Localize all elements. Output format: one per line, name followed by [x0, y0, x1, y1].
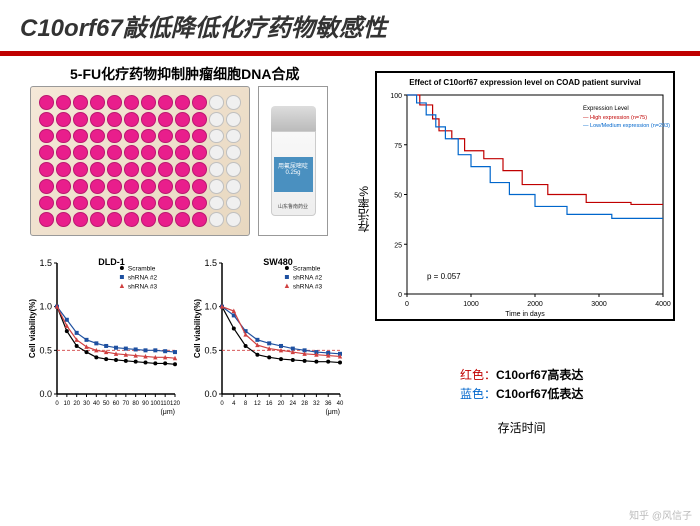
svg-text:Cell viability(%): Cell viability(%) [28, 299, 37, 358]
vial-label: 用氟尿嘧啶0.25g [274, 157, 313, 192]
svg-text:0: 0 [220, 401, 224, 407]
content-area: 5-FU化疗药物抑制肿瘤细胞DNA合成 用氟尿嘧啶0.25g 山东鲁南药业 0.… [0, 56, 700, 526]
svg-text:1.0: 1.0 [204, 302, 217, 312]
svg-text:DLD-1: DLD-1 [98, 257, 125, 267]
svg-text:20: 20 [73, 401, 80, 407]
svg-text:0.5: 0.5 [39, 345, 52, 355]
svg-text:40: 40 [337, 401, 344, 407]
svg-text:— Low/Medium expression (n=293: — Low/Medium expression (n=293) [583, 123, 670, 129]
svg-text:36: 36 [325, 401, 332, 407]
svg-text:40: 40 [93, 401, 100, 407]
svg-text:shRNA #2: shRNA #2 [293, 275, 323, 282]
svg-text:1000: 1000 [463, 301, 479, 308]
well-plate-photo [30, 86, 250, 236]
svg-text:75: 75 [394, 143, 402, 150]
watermark: 知乎 @风信子 [629, 507, 692, 522]
legend-blue-desc: C10orf67低表达 [496, 387, 583, 401]
svg-text:25: 25 [394, 242, 402, 249]
svg-text:0: 0 [55, 401, 59, 407]
chart-sw480: 0.0 0.5 1.0 1.5 0 4 8 12 16 20 24 28 32 36 40 (μm) SW480… [190, 251, 345, 416]
svg-text:24: 24 [289, 401, 296, 407]
svg-text:Scramble: Scramble [293, 266, 321, 273]
svg-text:0.0: 0.0 [39, 389, 52, 399]
svg-text:4: 4 [232, 401, 236, 407]
chart-survival: Effect of C10orf67 expression level on C… [375, 71, 675, 321]
svg-text:— High expression (n=75): — High expression (n=75) [583, 115, 647, 121]
svg-text:(μm): (μm) [325, 409, 340, 416]
survival-ylabel: 存活率% [355, 186, 372, 233]
svg-text:30: 30 [83, 401, 90, 407]
svg-text:0: 0 [405, 301, 409, 308]
vial-manufacturer: 山东鲁南药业 [272, 203, 315, 210]
legend-blue-label: 蓝色： [460, 387, 496, 401]
vial-body: 用氟尿嘧啶0.25g 山东鲁南药业 [271, 131, 316, 216]
gene-name: C10orf67 [20, 15, 123, 42]
svg-text:120: 120 [170, 401, 180, 407]
svg-text:Effect of C10orf67 expression: Effect of C10orf67 expression level on C… [409, 78, 641, 87]
chart-dld1: 0.00.51.01.50102030405060708090100110120… [25, 251, 180, 416]
svg-text:(μm): (μm) [160, 409, 175, 416]
drug-vial-photo: 用氟尿嘧啶0.25g 山东鲁南药业 [258, 86, 328, 236]
svg-text:28: 28 [301, 401, 308, 407]
svg-text:p = 0.057: p = 0.057 [427, 272, 461, 281]
legend-red-label: 红色： [460, 368, 496, 382]
svg-text:80: 80 [132, 401, 139, 407]
svg-text:20: 20 [278, 401, 285, 407]
svg-text:50: 50 [103, 401, 110, 407]
svg-text:12: 12 [254, 401, 261, 407]
legend-time-label: 存活时间 [460, 419, 583, 438]
svg-text:50: 50 [394, 193, 402, 200]
svg-text:SW480: SW480 [263, 257, 293, 267]
legend-red-desc: C10orf67高表达 [496, 368, 583, 382]
wells-grid [39, 95, 241, 227]
svg-text:70: 70 [122, 401, 129, 407]
svg-text:16: 16 [266, 401, 273, 407]
svg-text:10: 10 [63, 401, 70, 407]
title-rest: 敲低降低化疗药物敏感性 [123, 15, 387, 42]
page-title: C10orf67敲低降低化疗药物敏感性 [20, 8, 387, 43]
svg-text:Time in days: Time in days [505, 311, 545, 318]
subtitle: 5-FU化疗药物抑制肿瘤细胞DNA合成 [70, 64, 299, 84]
svg-text:1.5: 1.5 [204, 258, 217, 268]
svg-text:shRNA #2: shRNA #2 [128, 275, 158, 282]
vial-cap [271, 106, 316, 131]
svg-text:0.0: 0.0 [204, 389, 217, 399]
title-bar: C10orf67敲低降低化疗药物敏感性 [0, 0, 700, 56]
svg-text:8: 8 [244, 401, 248, 407]
svg-text:Expression Level: Expression Level [583, 106, 629, 112]
svg-text:shRNA #3: shRNA #3 [293, 284, 323, 291]
svg-text:1.0: 1.0 [39, 302, 52, 312]
svg-text:4000: 4000 [655, 301, 671, 308]
svg-text:100: 100 [390, 93, 402, 100]
svg-text:90: 90 [142, 401, 149, 407]
svg-text:2000: 2000 [527, 301, 543, 308]
survival-legend-box: 红色：C10orf67高表达 蓝色：C10orf67低表达 存活时间 [460, 366, 583, 439]
svg-text:0: 0 [398, 292, 402, 299]
svg-text:0.5: 0.5 [204, 345, 217, 355]
svg-text:60: 60 [113, 401, 120, 407]
svg-text:shRNA #3: shRNA #3 [128, 284, 158, 291]
svg-text:1.5: 1.5 [39, 258, 52, 268]
svg-text:32: 32 [313, 401, 320, 407]
svg-text:Cell viability(%): Cell viability(%) [193, 299, 202, 358]
svg-text:3000: 3000 [591, 301, 607, 308]
svg-text:Scramble: Scramble [128, 266, 156, 273]
